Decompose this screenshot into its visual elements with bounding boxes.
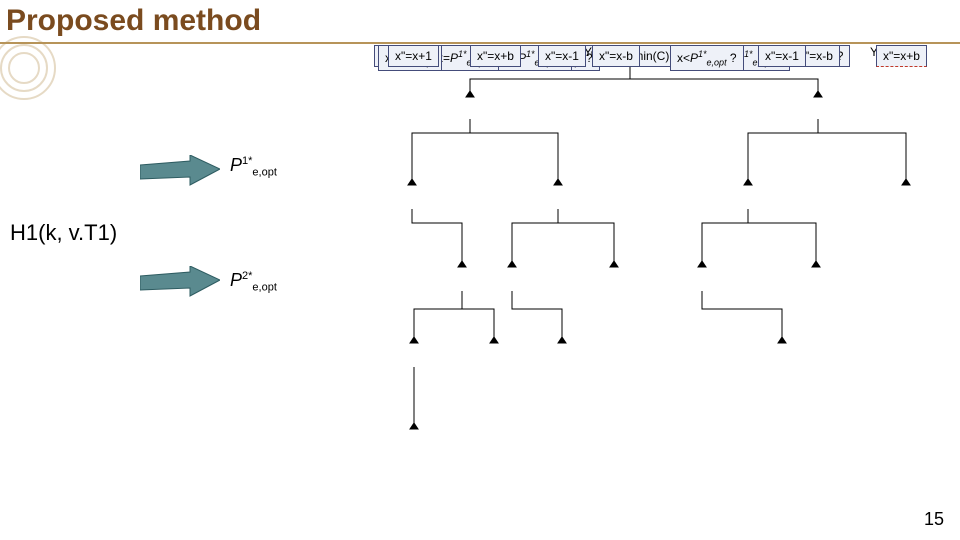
node-result-xb1: x"=x+b [876, 45, 927, 67]
p2-sup: 2* [242, 270, 252, 282]
n11b: ? [727, 51, 737, 65]
slide-title: Proposed method [6, 4, 261, 38]
p2-sub: e,opt [252, 282, 276, 294]
slide-number: 15 [924, 509, 944, 530]
p2-symbol: P2*e,opt [230, 270, 277, 294]
node-result-xm1b: x"=x-1 [758, 45, 806, 67]
title-rule [0, 42, 960, 44]
node-result-xb2: x"=x-b [592, 45, 640, 67]
flow-diagram: max(C)=min(C)? No Yes x≤min(C)? VC=254? … [370, 45, 960, 515]
h1k-label: H1(k, v.T1) [10, 220, 117, 246]
node-result-xm1: x"=x-1 [538, 45, 586, 67]
arrow-top [140, 155, 220, 189]
node-result-xb4: x"=x+b [470, 45, 521, 67]
p2-base: P [230, 270, 242, 290]
arrow-bottom [140, 266, 220, 300]
p1-base: P [230, 155, 242, 175]
p1-sub: e,opt [252, 167, 276, 179]
node-result-xp1: x"=x+1 [388, 45, 439, 67]
flow-connections [370, 45, 960, 515]
p1-sup: 1* [242, 155, 252, 167]
node-x-lt-p1b: x<P1*e,opt ? [670, 45, 744, 71]
corner-decoration [0, 36, 62, 106]
p1-symbol: P1*e,opt [230, 155, 277, 179]
n11a: x< [677, 51, 690, 65]
